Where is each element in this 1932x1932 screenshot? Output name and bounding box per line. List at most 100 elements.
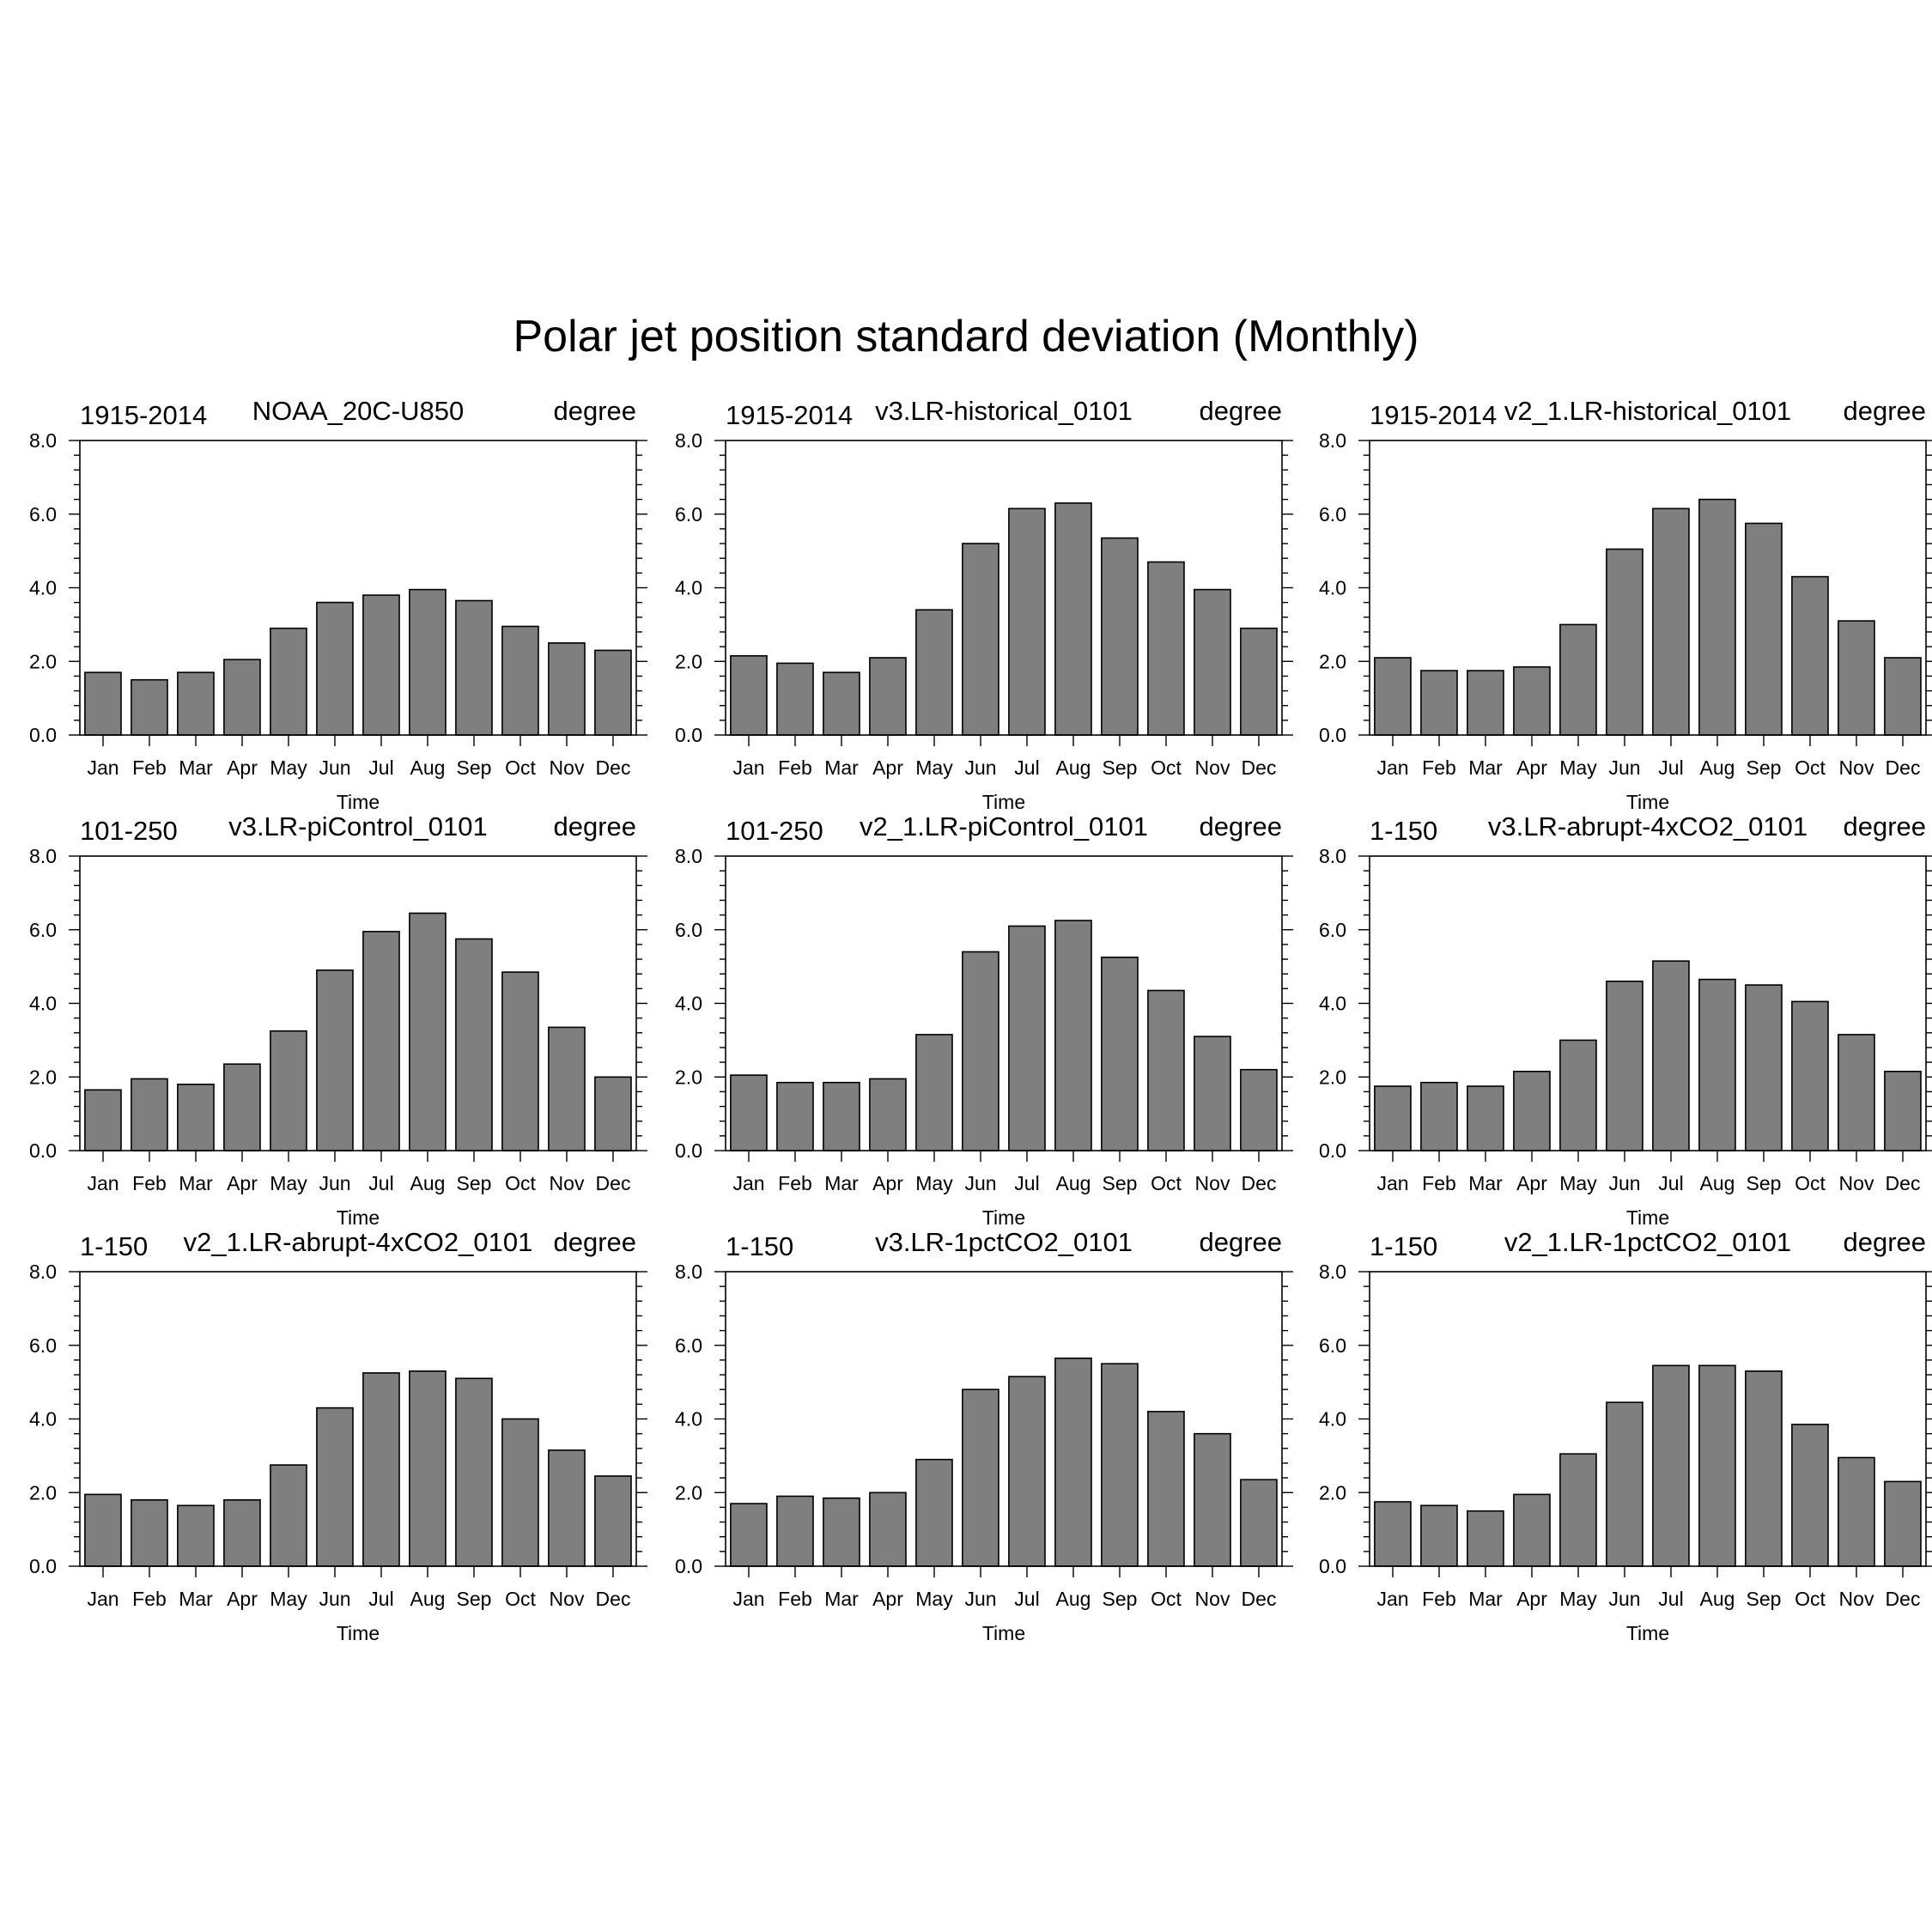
bar-dec (1240, 1068, 1278, 1151)
x-tick-label: Jun (964, 756, 996, 779)
x-tick-label: Oct (505, 756, 536, 779)
y-tick-label: 2.0 (1319, 650, 1346, 672)
bar-jun (316, 601, 354, 736)
x-tick-label: May (1559, 1588, 1597, 1610)
units-label: degree (1843, 396, 1926, 426)
y-tick-label: 2.0 (675, 1066, 702, 1088)
x-tick-label: Jun (319, 756, 350, 779)
bar-sep (1745, 984, 1783, 1151)
bar-jun (1606, 981, 1643, 1151)
bar-sep (1745, 1370, 1783, 1567)
x-tick-label: Dec (1242, 756, 1277, 779)
x-tick-label: Mar (824, 756, 859, 779)
period-label: 1915-2014 (80, 400, 207, 430)
units-label: degree (1199, 396, 1282, 426)
x-tick-label: Apr (1516, 1172, 1547, 1194)
panel-title: v2_1.LR-historical_0101 (1504, 396, 1791, 426)
y-tick-label: 8.0 (675, 845, 702, 867)
bar-oct (501, 971, 539, 1151)
x-tick-label: Dec (596, 756, 631, 779)
x-tick-label: Dec (1242, 1588, 1277, 1610)
bar-jul (1008, 1376, 1046, 1567)
x-tick-label: Apr (1516, 1588, 1547, 1610)
x-tick-label: Aug (410, 1172, 446, 1194)
y-tick-label: 0.0 (29, 1139, 57, 1162)
bar-feb (131, 678, 168, 736)
bar-jan (1374, 657, 1412, 736)
bar-sep (1745, 522, 1783, 736)
x-tick-label: Mar (1468, 756, 1503, 779)
x-tick-label: Apr (872, 1588, 903, 1610)
bar-feb (1420, 670, 1458, 736)
x-tick-label: Mar (179, 756, 213, 779)
x-tick-label: Aug (1700, 1588, 1735, 1610)
x-tick-label: Jul (368, 756, 393, 779)
y-tick-label: 2.0 (1319, 1481, 1346, 1504)
y-tick-label: 4.0 (675, 993, 702, 1015)
panel-title: v3.LR-1pctCO2_0101 (875, 1227, 1133, 1257)
x-tick-label: Apr (227, 756, 258, 779)
bar-mar (177, 671, 215, 736)
panel-9: 0.0 2.0 4.0 6.0 8.0 Jan Feb Mar Apr May Jun Jul Aug S… (1319, 1227, 1932, 1644)
x-tick-label: Dec (596, 1588, 631, 1610)
x-tick-label: Jun (319, 1172, 350, 1194)
panel-7: 0.0 2.0 4.0 6.0 8.0 Jan Feb Mar Apr May Jun Jul Aug S… (29, 1227, 647, 1644)
y-tick-label: 0.0 (1319, 1555, 1346, 1577)
y-tick-label: 2.0 (675, 650, 702, 672)
x-tick-label: Jun (1608, 1172, 1640, 1194)
period-label: 1915-2014 (1370, 400, 1497, 430)
bar-jan (730, 1503, 768, 1567)
bar-oct (1147, 1411, 1185, 1567)
y-tick-label: 8.0 (1319, 845, 1346, 867)
bar-dec (1240, 627, 1278, 736)
bar-jun (1606, 1401, 1643, 1567)
bar-nov (1838, 1456, 1875, 1567)
x-tick-label: Mar (1468, 1588, 1503, 1610)
bar-nov (1194, 1036, 1231, 1151)
bar-nov (1838, 620, 1875, 736)
y-tick-label: 6.0 (1319, 503, 1346, 526)
y-tick-label: 8.0 (675, 1261, 702, 1283)
panel-title: v3.LR-historical_0101 (875, 396, 1133, 426)
bar-jul (362, 1372, 400, 1567)
x-tick-label: Oct (1795, 756, 1826, 779)
bar-jul (1652, 507, 1690, 736)
panel-title: v2_1.LR-abrupt-4xCO2_0101 (184, 1227, 533, 1257)
units-label: degree (1199, 1227, 1282, 1257)
bar-mar (823, 671, 860, 736)
x-tick-label: Oct (1151, 756, 1182, 779)
bar-apr (1513, 1493, 1551, 1567)
y-tick-label: 2.0 (29, 1066, 57, 1088)
y-tick-label: 2.0 (675, 1481, 702, 1504)
x-axis-label: Time (1626, 1622, 1669, 1644)
x-tick-label: Jun (1608, 1588, 1640, 1610)
bar-mar (177, 1504, 215, 1567)
bar-jul (362, 594, 400, 736)
x-tick-label: Jan (732, 756, 764, 779)
x-tick-label: Sep (1747, 1172, 1782, 1194)
y-tick-label: 4.0 (29, 993, 57, 1015)
x-tick-label: Sep (457, 1172, 492, 1194)
x-tick-label: May (270, 1172, 307, 1194)
units-label: degree (1843, 1227, 1926, 1257)
x-tick-label: Aug (410, 1588, 446, 1610)
bar-may (270, 1030, 307, 1151)
bar-aug (1698, 1364, 1736, 1567)
y-tick-label: 6.0 (1319, 919, 1346, 941)
bar-mar (177, 1084, 215, 1151)
x-tick-label: Nov (550, 1588, 585, 1610)
x-tick-label: Jun (1608, 756, 1640, 779)
bar-jul (1652, 1364, 1690, 1567)
bar-jun (316, 1406, 354, 1567)
y-tick-label: 2.0 (29, 1481, 57, 1504)
panel-3: 0.0 2.0 4.0 6.0 8.0 Jan Feb Mar Apr May Jun Jul Aug S… (1319, 396, 1932, 813)
x-tick-label: May (915, 1172, 953, 1194)
x-tick-label: Mar (179, 1172, 213, 1194)
x-tick-label: Jan (87, 756, 118, 779)
bar-nov (1194, 1432, 1231, 1567)
units-label: degree (553, 811, 636, 841)
x-tick-label: Mar (179, 1588, 213, 1610)
x-tick-label: Sep (1103, 1172, 1138, 1194)
bar-oct (1791, 575, 1829, 736)
units-label: degree (1199, 811, 1282, 841)
